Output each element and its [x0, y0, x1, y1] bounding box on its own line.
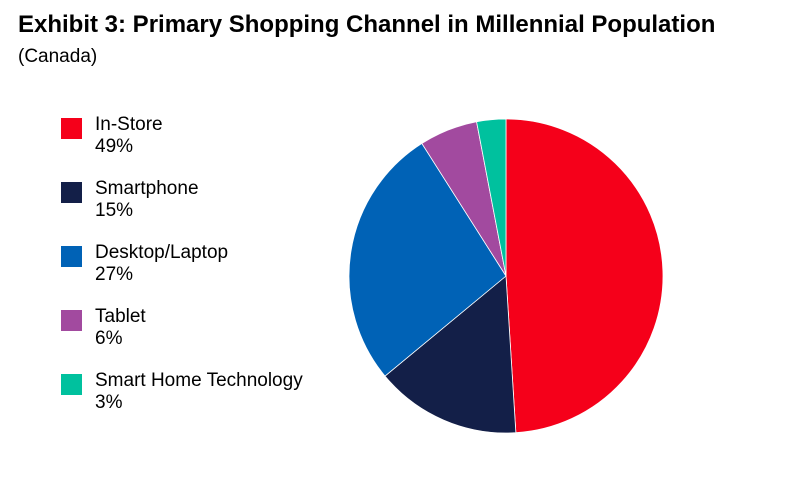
legend-label: Smart Home Technology [95, 370, 303, 391]
legend-label: Tablet [95, 306, 146, 327]
legend-value: 3% [95, 392, 123, 413]
pie-slice-desktop-laptop [348, 142, 507, 377]
legend-label: In-Store [95, 114, 163, 135]
pie-slice-smart-home-technology [476, 118, 507, 277]
title-text: Exhibit 3: Primary Shopping Channel in M… [18, 11, 716, 38]
chart-title: Exhibit 3: Primary Shopping Channel in M… [18, 10, 718, 72]
pie-slice-in-store [505, 118, 664, 434]
legend-value: 6% [95, 328, 123, 349]
legend-swatch [61, 310, 82, 331]
chart-subtitle: (Canada) [18, 46, 98, 67]
legend-value: 15% [95, 200, 134, 221]
legend-value: 49% [95, 136, 134, 157]
legend-value: 27% [95, 264, 134, 285]
legend-swatch [61, 374, 82, 395]
legend-swatch [61, 182, 82, 203]
legend-swatch [61, 118, 82, 139]
legend-label: Smartphone [95, 178, 199, 199]
legend-label: Desktop/Laptop [95, 242, 229, 263]
pie-slice-smartphone [384, 275, 517, 434]
legend-swatch [61, 246, 82, 267]
